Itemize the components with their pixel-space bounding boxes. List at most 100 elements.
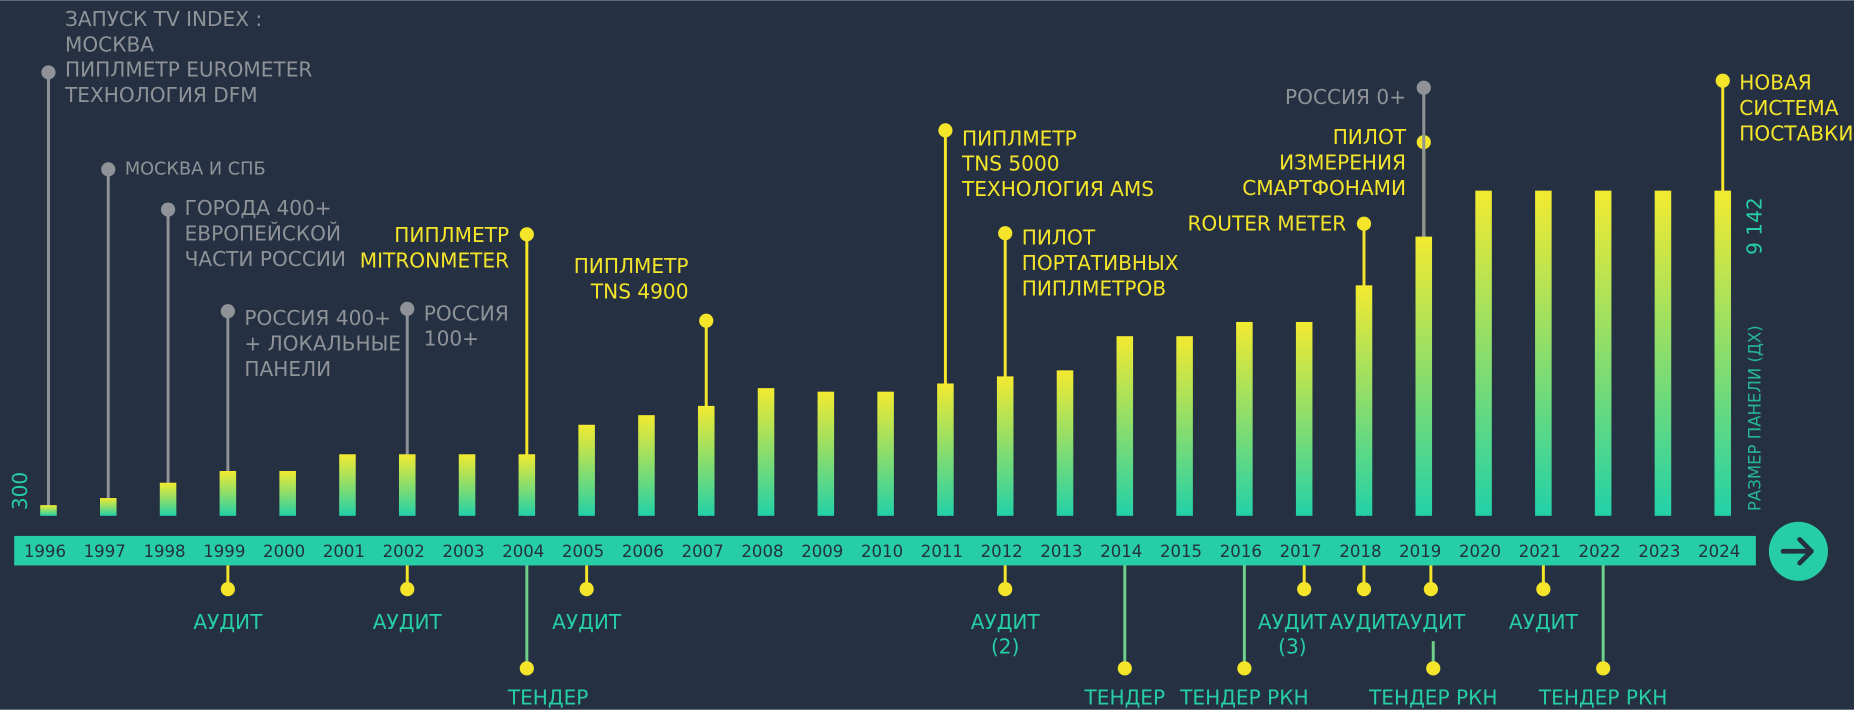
- annotation-text: СИСТЕМА: [1739, 96, 1838, 120]
- annotation-text: ТЕНДЕР: [1084, 686, 1166, 710]
- pin-dot: [1416, 80, 1431, 95]
- x-tick-label: 2022: [1579, 542, 1621, 561]
- bar: [518, 454, 536, 516]
- annotation-text: ЧАСТИ РОССИИ: [185, 247, 346, 271]
- pin-dot: [160, 202, 176, 217]
- pin-dot: [41, 65, 56, 80]
- annotation-text: ЕВРОПЕЙСКОЙ: [185, 221, 341, 245]
- pin-dot: [220, 582, 235, 597]
- x-tick-label: 2014: [1100, 542, 1142, 561]
- annotation-text: TNS 5000: [961, 152, 1060, 176]
- bar: [578, 424, 595, 516]
- x-tick-label: 2007: [682, 542, 724, 561]
- annotation-text: ТЕНДЕР: [507, 686, 589, 710]
- x-tick-label: 2001: [323, 542, 365, 561]
- bar: [937, 383, 954, 516]
- annotation-text: ТЕНДЕР РКН: [1538, 686, 1667, 710]
- annotation-text: МОСКВА: [65, 32, 154, 56]
- bar: [757, 388, 775, 516]
- x-tick-label: 2023: [1638, 542, 1680, 561]
- x-tick-label: 2003: [442, 542, 484, 561]
- x-tick-label: 2019: [1399, 542, 1441, 561]
- annotation-text: НОВАЯ: [1739, 71, 1811, 95]
- annotation-text: АУДИТ: [1509, 610, 1579, 634]
- x-tick-label: 2010: [861, 542, 903, 561]
- pin-dot: [998, 582, 1013, 597]
- bar: [817, 391, 835, 516]
- annotation-text: ПИПЛМЕТР EUROMETER: [65, 58, 312, 82]
- pin-dot: [400, 582, 415, 597]
- pin-dot: [1426, 661, 1441, 676]
- annotation-text: ТЕНДЕР РКН: [1368, 686, 1497, 710]
- pin-dot: [519, 661, 534, 676]
- next-arrow[interactable]: [1780, 537, 1814, 566]
- annotation-text: TNS 4900: [590, 279, 689, 303]
- bar: [398, 454, 416, 516]
- bar: [1415, 236, 1433, 516]
- x-tick-label: 1997: [84, 542, 126, 561]
- annotation-text: ГОРОДА 400+: [185, 196, 332, 220]
- x-tick-label: 2011: [921, 542, 963, 561]
- pin-dot: [220, 304, 235, 319]
- bar: [1176, 336, 1193, 516]
- annotation-text: АУДИТ: [1258, 610, 1328, 634]
- pin-dot: [1297, 582, 1312, 597]
- annotation-text: + ЛОКАЛЬНЫЕ: [244, 331, 401, 355]
- annotation-text: АУДИТ: [1396, 610, 1466, 634]
- x-tick-label: 1999: [203, 542, 245, 561]
- y-axis-label: РАЗМЕР ПАНЕЛИ (ДХ): [1745, 325, 1764, 511]
- annotation-text: РОССИЯ 0+: [1285, 85, 1406, 109]
- annotation-text: АУДИТ: [971, 610, 1041, 634]
- bar: [1236, 321, 1253, 516]
- bar: [339, 454, 356, 516]
- bar: [1594, 190, 1612, 516]
- bar: [1654, 190, 1672, 516]
- x-tick-label: 2018: [1339, 542, 1381, 561]
- x-tick-label: 2021: [1519, 542, 1561, 561]
- bar: [1475, 190, 1492, 516]
- annotation-text: ПИПЛМЕТР: [574, 254, 689, 278]
- next-button[interactable]: [1768, 521, 1828, 581]
- pin-dot: [1536, 582, 1551, 597]
- pin-dot: [579, 582, 594, 597]
- annotation-text: (2): [991, 635, 1019, 659]
- annotation-text: ROUTER METER: [1187, 211, 1346, 235]
- x-tick-label: 1998: [143, 542, 185, 561]
- pin-dot: [1356, 216, 1372, 231]
- annotation-text: ПИЛОТ: [1333, 125, 1407, 149]
- pin-dot: [998, 226, 1013, 241]
- x-tick-label: 2013: [1040, 542, 1082, 561]
- x-tick-label: 1996: [24, 542, 66, 561]
- bar: [1535, 190, 1552, 516]
- x-tick-label: 2024: [1698, 542, 1740, 561]
- annotation-text: ПАНЕЛИ: [244, 357, 331, 381]
- pin-dot: [1356, 582, 1372, 597]
- x-tick-label: 2002: [383, 542, 425, 561]
- y-tick-label: 300: [8, 472, 32, 510]
- annotation-text: ТЕХНОЛОГИЯ DFM: [64, 83, 258, 107]
- pin-dot: [1117, 661, 1132, 676]
- bar: [638, 415, 655, 516]
- annotation-text: ЗАПУСК TV INDEX :: [65, 7, 262, 31]
- annotation-text: РОССИЯ: [424, 301, 509, 325]
- bar: [1355, 285, 1373, 516]
- pin-dot: [1715, 73, 1730, 88]
- annotation-text: ПИПЛМЕТР: [394, 223, 509, 247]
- annotation-text: ИЗМЕРЕНИЯ: [1279, 151, 1406, 175]
- bar: [159, 482, 177, 516]
- bar: [697, 405, 715, 516]
- pin-dot: [699, 313, 714, 328]
- x-tick-label: 2012: [981, 542, 1023, 561]
- bar: [1714, 190, 1732, 516]
- x-tick-label: 2015: [1160, 542, 1202, 561]
- x-tick-label: 2005: [562, 542, 604, 561]
- annotation-text: 100+: [424, 327, 479, 351]
- x-tick-label: 2016: [1220, 542, 1262, 561]
- x-tick-label: 2004: [502, 542, 544, 561]
- timeline-strip: [14, 535, 1756, 566]
- annotation-text: ПОРТАТИВНЫХ: [1022, 251, 1179, 275]
- bar: [279, 470, 296, 516]
- pin-dot: [1596, 661, 1611, 676]
- annotation-text: ПОСТАВКИ: [1739, 122, 1853, 146]
- x-tick-label: 2008: [741, 542, 783, 561]
